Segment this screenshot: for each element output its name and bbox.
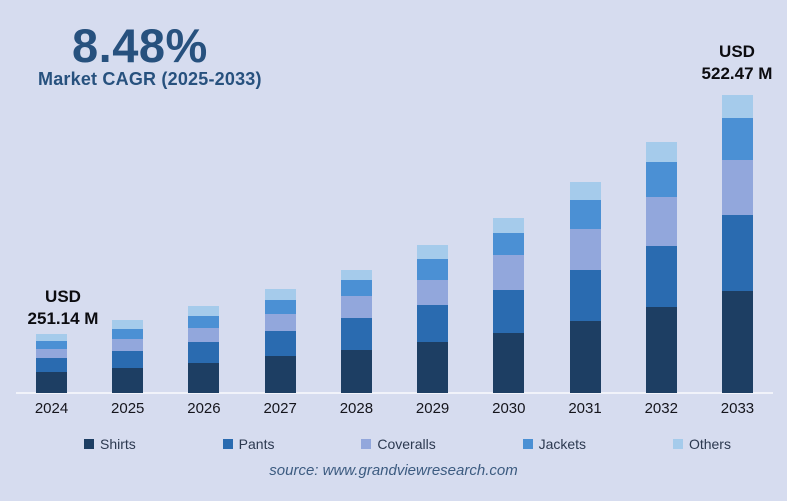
bar-segment-others [645, 142, 677, 162]
bar-segment-pants [264, 331, 296, 356]
legend-swatch-jackets [522, 439, 533, 449]
source-credit: source: www.grandviewresearch.com [269, 462, 518, 479]
bar-2024 [36, 334, 67, 393]
annotation-2024-value: 251.14 M [27, 309, 99, 328]
bar-2032 [645, 142, 677, 393]
year-label-2027: 2027 [263, 400, 297, 417]
bar-2027 [264, 289, 296, 393]
bar-segment-jackets [493, 233, 525, 255]
bar-segment-coveralls [36, 349, 67, 358]
legend-swatch-coveralls [361, 439, 372, 449]
bar-2028 [340, 270, 372, 393]
bar-segment-pants [493, 290, 525, 333]
legend-label-others: Others [688, 436, 731, 452]
bar-2030 [493, 218, 525, 393]
legend-label-pants: Pants [238, 436, 275, 452]
year-label-2031: 2031 [568, 400, 602, 417]
bar-segment-coveralls [340, 296, 372, 318]
bar-segment-jackets [264, 300, 296, 314]
legend-label-shirts: Shirts [100, 436, 136, 452]
bar-segment-shirts [264, 356, 296, 393]
bar-segment-shirts [721, 291, 753, 393]
bar-segment-pants [645, 246, 677, 307]
bar-segment-coveralls [569, 229, 601, 270]
annotation-2033-total: USD 522.47 M [684, 41, 787, 85]
bar-segment-coveralls [188, 328, 220, 342]
bar-2033 [721, 95, 753, 393]
year-label-2028: 2028 [339, 400, 374, 417]
bar-segment-pants [112, 351, 144, 368]
bar-segment-shirts [417, 342, 449, 393]
bar-segment-others [188, 306, 220, 316]
year-label-2030: 2030 [492, 400, 526, 417]
legend-label-jackets: Jackets [538, 436, 587, 452]
cagr-value: 8.48% [72, 19, 208, 72]
bar-segment-pants [36, 358, 67, 372]
legend-swatch-pants [222, 439, 233, 449]
bar-segment-shirts [112, 368, 144, 393]
bar-segment-coveralls [417, 280, 449, 305]
legend-item-jackets: Jackets [522, 436, 587, 452]
bar-segment-jackets [188, 316, 220, 328]
legend-item-pants: Pants [222, 436, 275, 452]
bar-segment-coveralls [264, 314, 296, 331]
legend-label-coveralls: Coveralls [377, 436, 436, 452]
bar-segment-pants [721, 215, 753, 291]
bar-2029 [417, 245, 449, 393]
bar-segment-jackets [417, 259, 449, 280]
annotation-2033-currency: USD [719, 42, 755, 61]
bar-segment-pants [417, 305, 449, 342]
legend-item-coveralls: Coveralls [361, 436, 436, 452]
bar-segment-shirts [645, 307, 677, 393]
bar-segment-shirts [188, 363, 220, 393]
bar-segment-coveralls [721, 160, 753, 215]
bar-segment-shirts [569, 321, 601, 393]
bar-segment-jackets [721, 118, 753, 160]
bar-segment-jackets [340, 280, 372, 296]
bar-segment-others [340, 270, 372, 280]
year-label-2025: 2025 [111, 400, 145, 417]
year-label-2033: 2033 [720, 400, 755, 417]
year-label-2024: 2024 [34, 400, 69, 417]
legend-item-others: Others [672, 436, 731, 452]
bar-segment-shirts [340, 350, 372, 393]
bar-segment-others [264, 289, 296, 300]
bar-segment-pants [569, 270, 601, 321]
bar-segment-shirts [36, 372, 67, 393]
bar-segment-jackets [112, 329, 144, 339]
bar-segment-pants [340, 318, 372, 350]
annotation-2024-total: USD 251.14 M [10, 286, 116, 330]
bar-segment-others [493, 218, 525, 233]
cagr-label: Market CAGR (2025-2033) [38, 69, 262, 89]
x-axis-line [16, 392, 773, 394]
bar-segment-others [569, 182, 601, 200]
bar-segment-others [417, 245, 449, 259]
bar-2026 [188, 306, 220, 393]
bar-2031 [569, 182, 601, 393]
bar-segment-others [36, 334, 67, 341]
bar-2025 [112, 320, 144, 393]
year-label-2026: 2026 [187, 400, 221, 417]
legend-item-shirts: Shirts [84, 436, 136, 452]
bar-segment-jackets [645, 162, 677, 197]
annotation-2024-currency: USD [45, 287, 81, 306]
bar-segment-coveralls [645, 197, 677, 246]
bar-segment-pants [188, 342, 220, 363]
x-axis-labels: 2024 2025 2026 2027 2028 2029 2030 2031 2032 2033 [34, 400, 755, 417]
bar-segment-jackets [569, 200, 601, 229]
bar-segment-jackets [36, 341, 67, 349]
bar-segment-coveralls [112, 339, 144, 351]
bar-segment-others [721, 95, 753, 118]
year-label-2032: 2032 [644, 400, 678, 417]
year-label-2029: 2029 [415, 400, 450, 417]
legend: Shirts Pants Coveralls Jackets Others [84, 436, 731, 452]
legend-swatch-shirts [84, 439, 94, 449]
plot-area [36, 95, 753, 393]
bar-segment-shirts [493, 333, 525, 393]
legend-swatch-others [672, 439, 683, 449]
bar-segment-coveralls [493, 255, 525, 290]
annotation-2033-value: 522.47 M [701, 64, 773, 83]
bar-segment-others [112, 320, 144, 329]
